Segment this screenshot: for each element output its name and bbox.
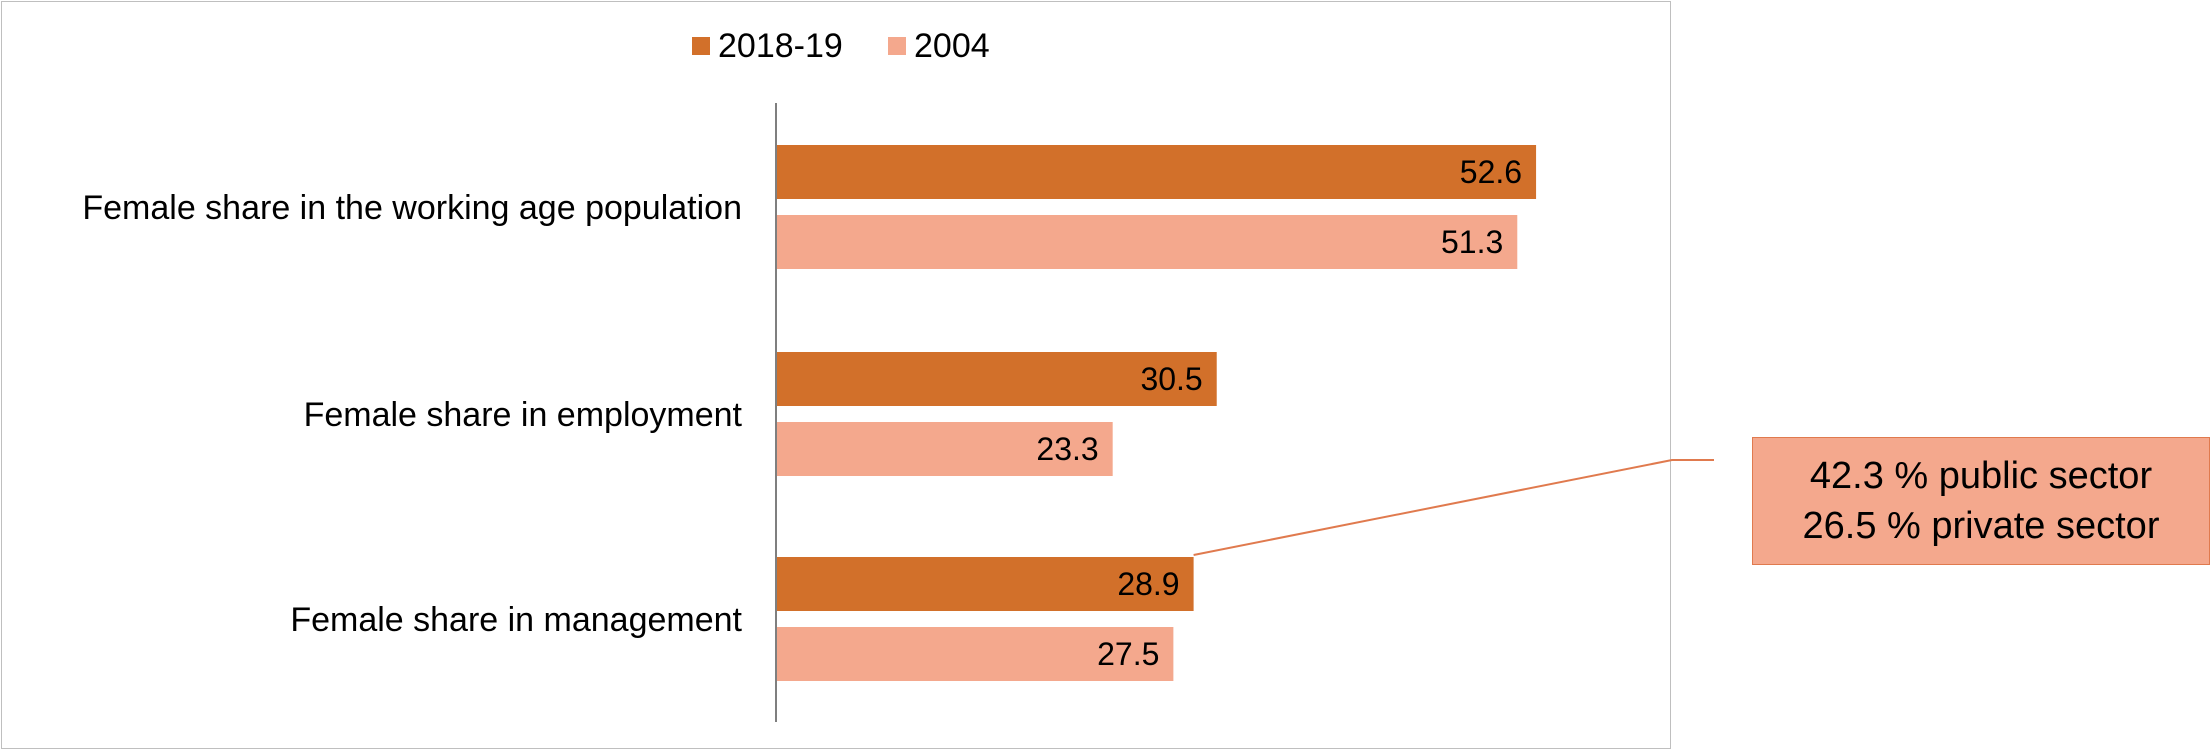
- bar-value-label-2018-19-0: 52.6: [1460, 154, 1522, 190]
- legend-swatch-2004: [888, 37, 906, 55]
- category-label-management: Female share in management: [290, 601, 742, 639]
- bar-value-label-2004-2: 27.5: [1097, 636, 1159, 672]
- bar-value-label-2004-0: 51.3: [1441, 224, 1503, 260]
- bar-2018-19-2: [776, 557, 1194, 611]
- legend: 2018-19 2004: [692, 27, 990, 65]
- bar-2004-2: [776, 627, 1174, 681]
- annotation-line-public-sector: 42.3 % public sector: [1809, 455, 2153, 497]
- bar-2004-0: [776, 215, 1518, 269]
- bar-value-label-2004-1: 23.3: [1036, 431, 1098, 467]
- bars: 52.6 51.3 30.5 23.3 28.9 27.5: [776, 145, 1537, 681]
- annotation-callout: 42.3 % public sector 26.5 % private sect…: [1752, 437, 2210, 565]
- annotation-line-private-sector: 26.5 % private sector: [1802, 505, 2160, 547]
- legend-label-2018-19: 2018-19: [718, 27, 843, 65]
- legend-swatch-2018-19: [692, 37, 710, 55]
- bar-value-label-2018-19-1: 30.5: [1140, 361, 1202, 397]
- bar-2018-19-0: [776, 145, 1537, 199]
- annotation-leader-line: [1193, 459, 1714, 556]
- category-label-employment: Female share in employment: [304, 396, 743, 434]
- category-label-working-age-population: Female share in the working age populati…: [82, 189, 742, 227]
- bar-2018-19-1: [776, 352, 1217, 406]
- legend-label-2004: 2004: [914, 27, 990, 65]
- bar-2004-1: [776, 422, 1113, 476]
- bar-value-label-2018-19-2: 28.9: [1117, 566, 1179, 602]
- category-labels: Female share in the working age populati…: [82, 189, 742, 639]
